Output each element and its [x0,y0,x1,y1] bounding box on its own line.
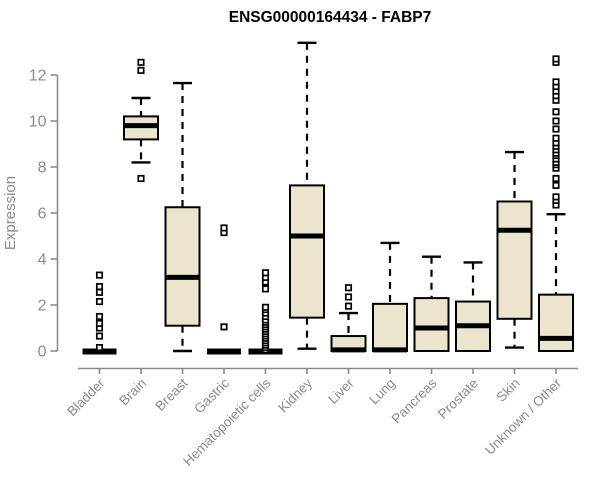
outlier-point [95,344,104,352]
boxplot-brain [123,58,159,183]
box [413,297,450,353]
y-tick-label: 6 [38,206,47,223]
outlier-point [552,181,560,189]
outlier-point [95,332,104,340]
y-tick-label: 8 [38,160,47,177]
outlier-point [344,302,353,310]
y-tick-label: 10 [29,114,47,131]
box [538,293,574,352]
y-tick-label: 0 [38,344,47,361]
boxplot-lung [372,241,408,353]
outlier-point [95,312,104,321]
outlier-point [137,174,145,183]
boxplot-prostate [455,261,491,352]
box [164,206,201,327]
x-tick-label: Skin [493,376,522,405]
outlier-point [552,174,560,183]
outlier-point [344,293,353,301]
collapsed-box [82,348,117,355]
x-tick-label: Bladder [64,375,108,419]
boxplot-bladder [82,271,117,355]
outlier-point [552,108,560,116]
x-tick-label: Breast [152,375,190,413]
y-axis-title: Expression [2,176,19,250]
boxplot-skin [496,150,533,349]
boxplot-breast [164,81,201,353]
x-tick-label: Liver [325,375,357,407]
outlier-point [137,66,145,74]
plot-area [82,41,574,355]
chart-title: ENSG00000164434 - FABP7 [229,9,431,26]
outlier-point [261,303,270,311]
outlier-point [552,125,560,133]
boxplot-liver [330,284,367,353]
y-tick-label: 4 [38,252,47,269]
boxplot-kidney [289,41,325,350]
outlier-point [344,284,353,292]
boxplot-gastric [207,224,241,355]
y-tick-label: 2 [38,298,47,315]
outlier-point [95,319,104,327]
y-tick-label: 12 [29,68,47,85]
outlier-point [137,58,145,66]
outlier-point [95,298,104,306]
outlier-point [261,269,270,277]
x-tick-label: Unknown / Other [482,375,565,458]
box [289,184,325,319]
x-tick-label: Brain [116,376,149,409]
outlier-point [220,323,228,331]
x-tick-label: Kidney [275,375,315,415]
outlier-point [95,288,104,296]
x-tick-label: Pancreas [389,375,440,426]
box [496,200,533,320]
outlier-point [261,285,270,293]
x-tick-label: Prostate [435,376,481,422]
boxplot-hematopoietic-cells [248,269,283,355]
box [372,302,408,353]
outlier-point [95,271,104,279]
outlier-point [552,193,560,201]
outlier-point [552,134,560,142]
x-tick-label: Lung [366,376,398,408]
outlier-point [552,117,560,125]
collapsed-box [207,348,241,355]
outlier-point [95,283,104,291]
outlier-point [220,224,228,232]
outlier-point [552,78,560,86]
boxplot-unknown-other [538,55,574,352]
outlier-point [552,55,560,63]
boxplot-pancreas [413,255,450,353]
x-tick-label: Gastric [191,375,232,416]
